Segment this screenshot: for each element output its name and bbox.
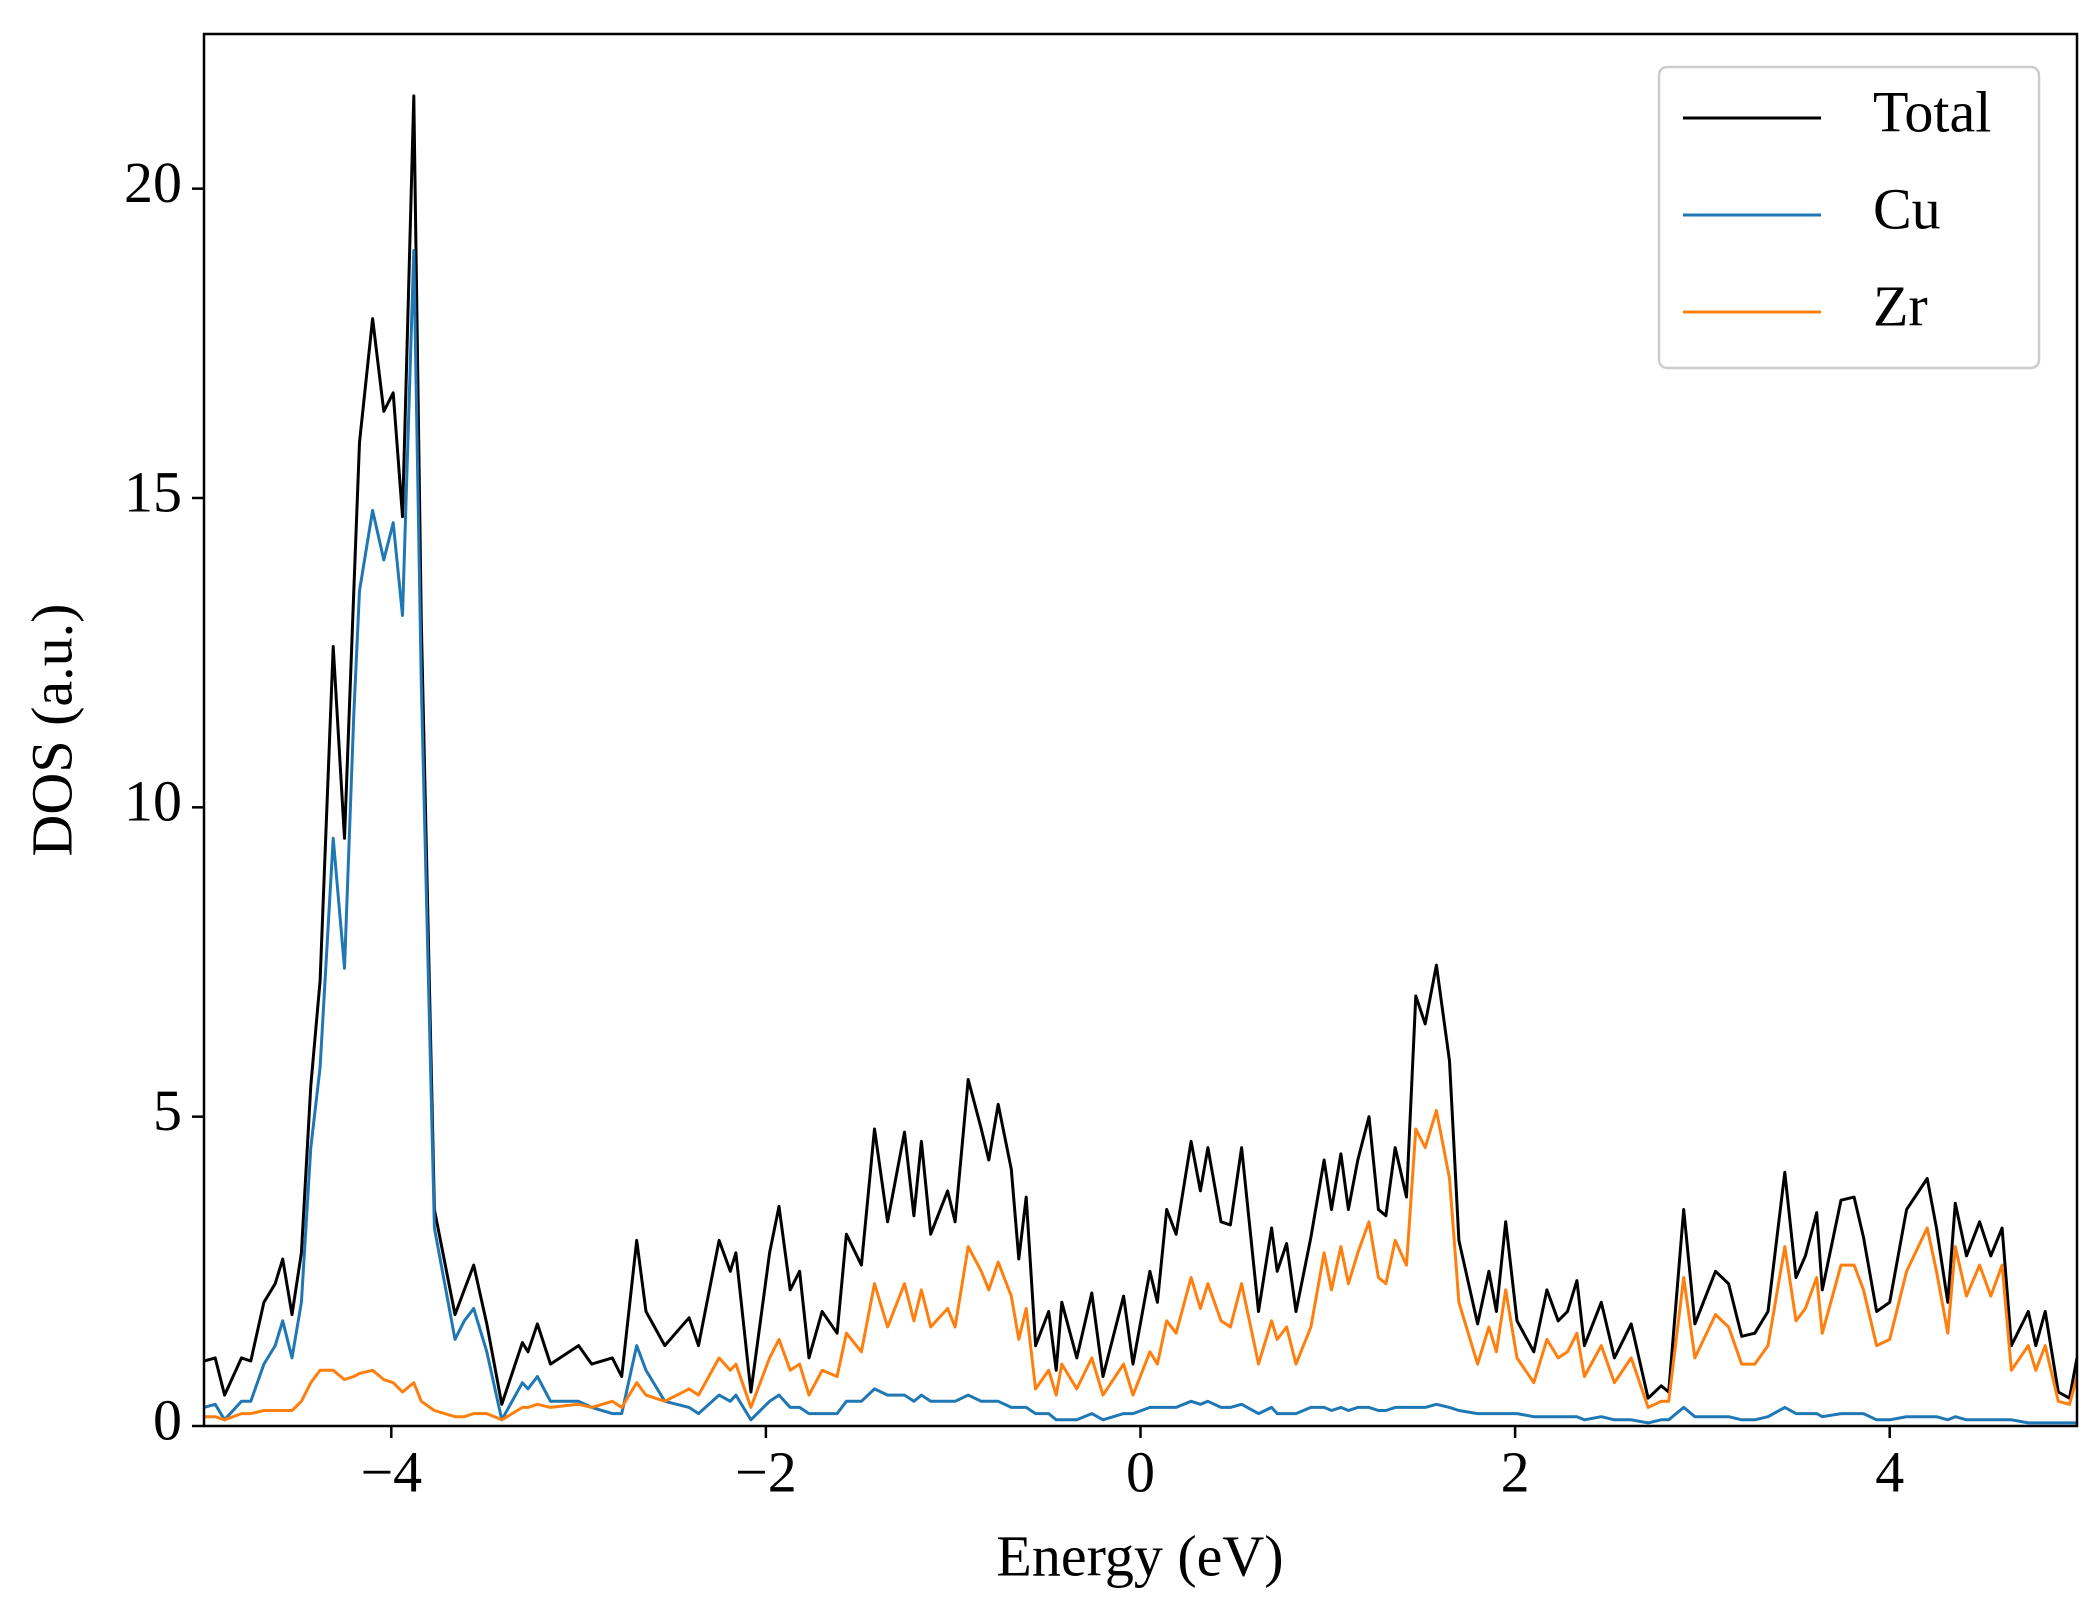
y-tick-label: 20 <box>124 150 182 215</box>
x-axis-label: Energy (eV) <box>996 1523 1283 1588</box>
x-tick-label: −4 <box>360 1439 422 1504</box>
y-tick-label: 0 <box>153 1387 182 1452</box>
y-tick-label: 5 <box>153 1078 182 1143</box>
plot-area <box>204 94 2077 1425</box>
legend-label: Cu <box>1873 176 1941 241</box>
series-line <box>204 249 2077 1425</box>
x-tick-label: 0 <box>1126 1439 1155 1504</box>
x-tick-label: −2 <box>735 1439 797 1504</box>
legend-label: Zr <box>1873 273 1928 338</box>
legend-box <box>1657 65 2041 370</box>
y-tick-label: 15 <box>124 459 182 524</box>
y-tick-label: 10 <box>124 769 182 834</box>
series-line <box>204 1109 2077 1422</box>
x-tick-label: 4 <box>1875 1439 1904 1504</box>
x-tick-label: 2 <box>1501 1439 1530 1504</box>
y-axis-label: DOS (a.u.) <box>19 604 84 857</box>
series-line <box>204 94 2077 1406</box>
legend-label: Total <box>1873 79 1991 144</box>
legend: Total Cu Zr <box>1657 65 2041 370</box>
